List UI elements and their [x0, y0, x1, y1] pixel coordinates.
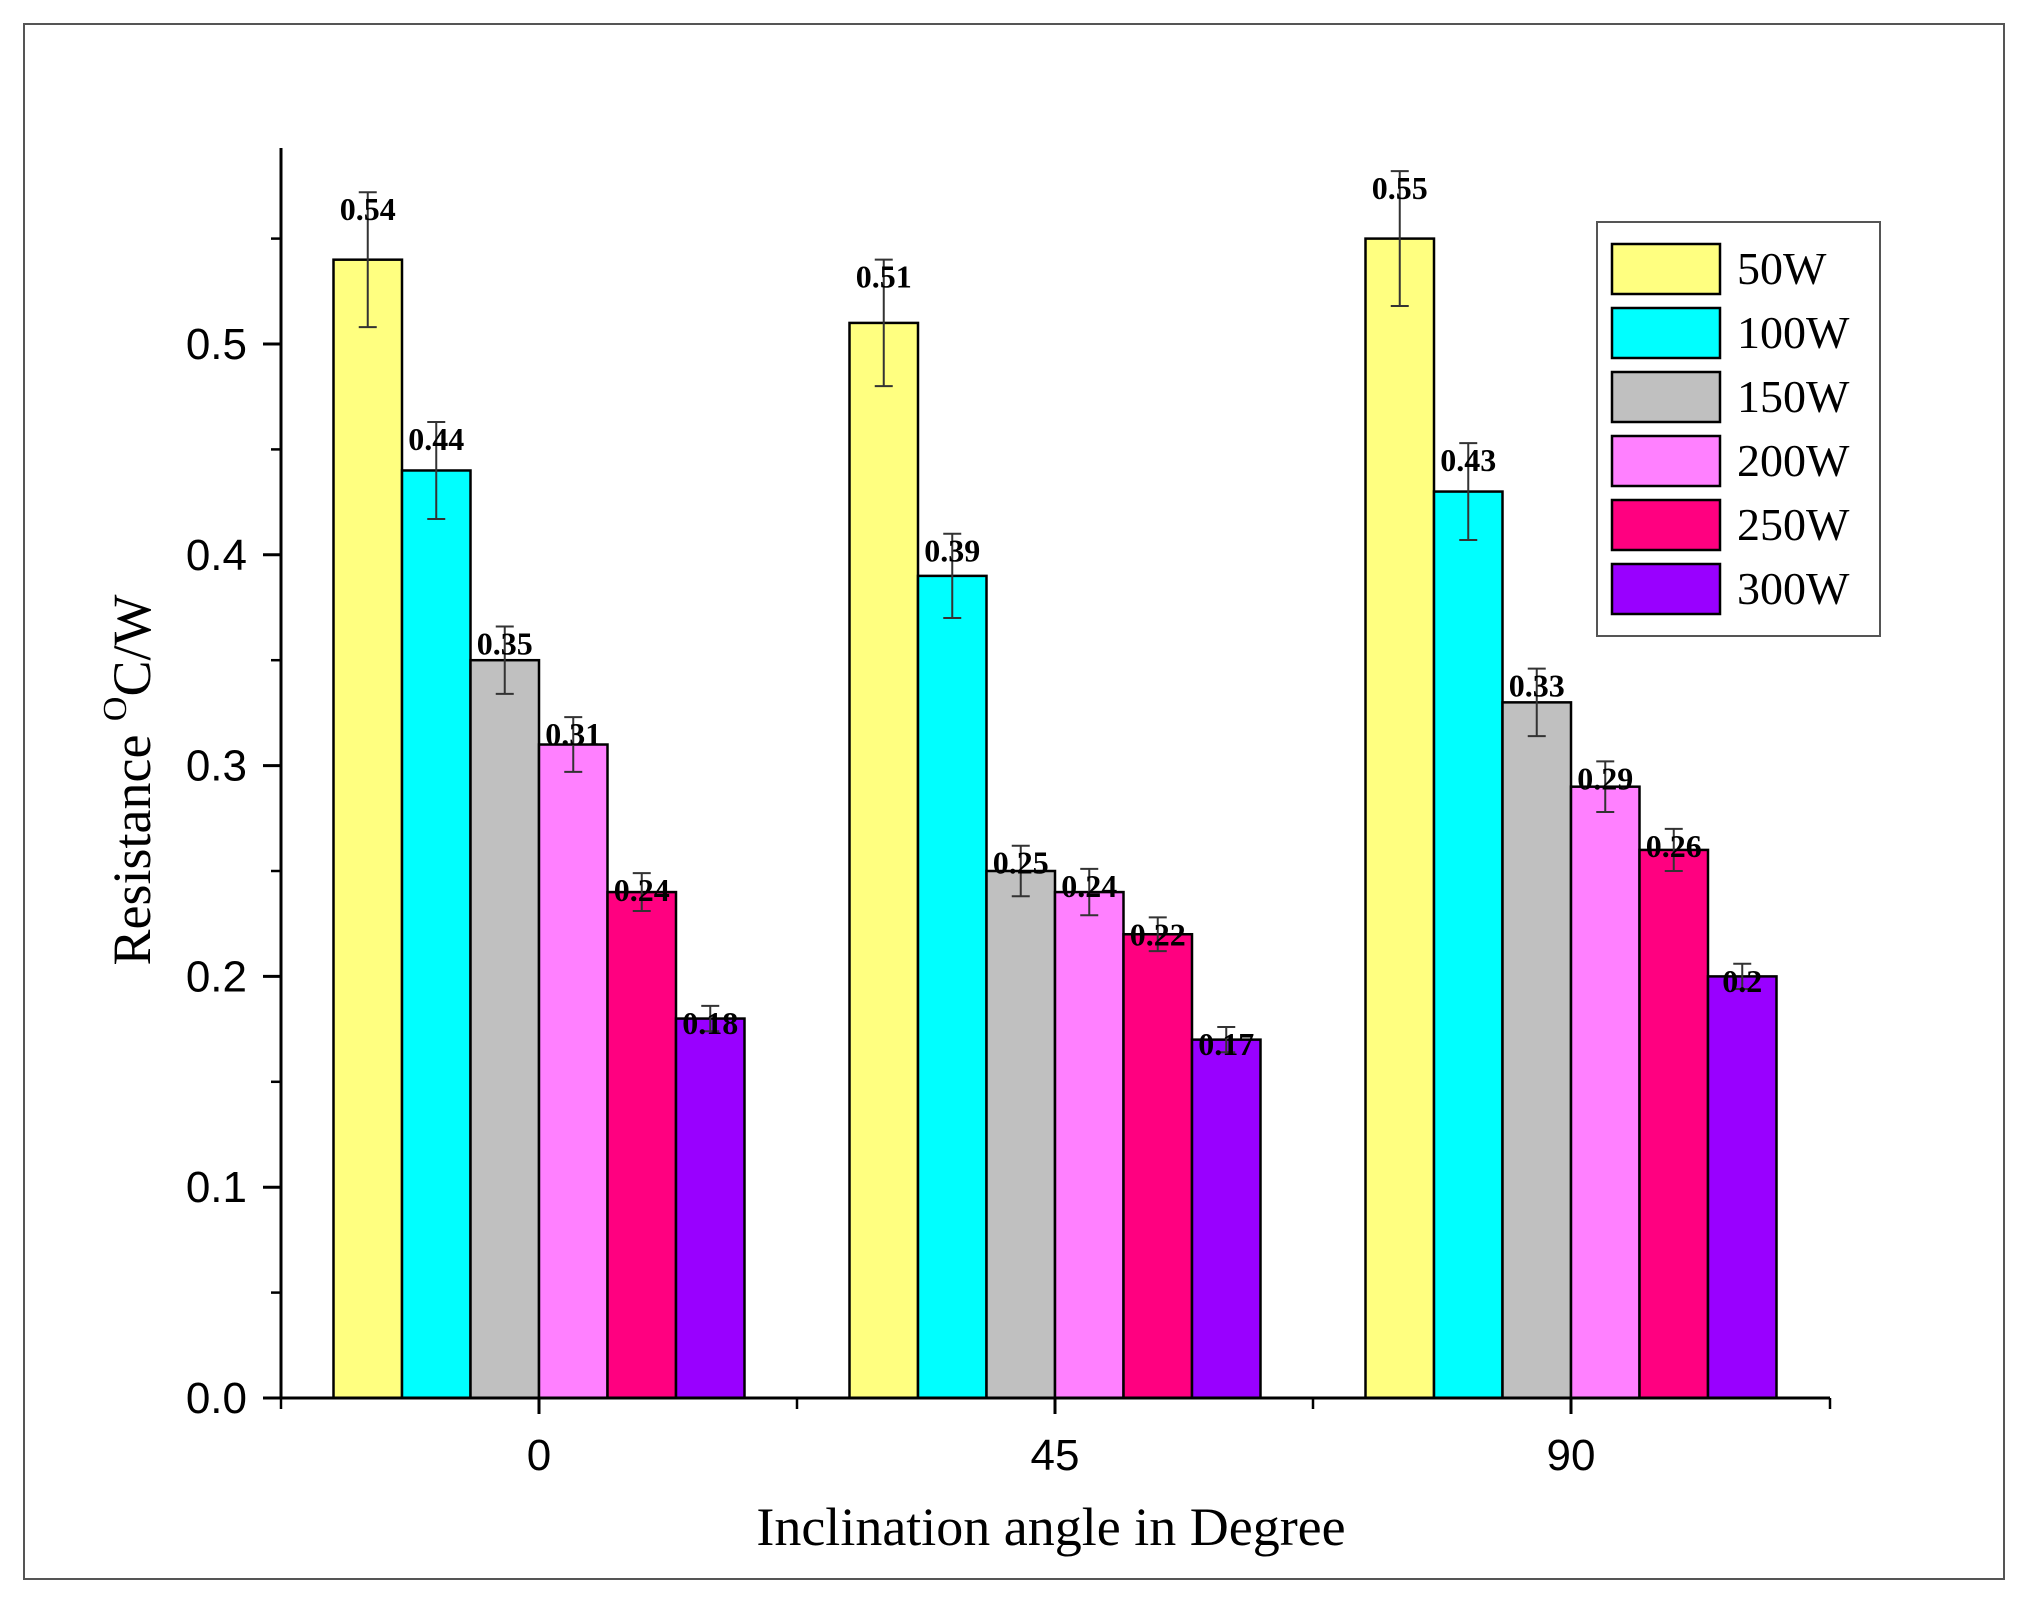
legend-label-200w: 200W: [1737, 435, 1850, 486]
bar-50w-0: [332, 258, 404, 1400]
data-label-50w-45: 0.51: [856, 259, 912, 295]
data-label-300w-45: 0.17: [1198, 1026, 1254, 1062]
data-label-200w-45: 0.24: [1061, 868, 1117, 904]
legend-label-100w: 100W: [1737, 307, 1850, 358]
bar-50w-45: [848, 321, 920, 1400]
legend-swatch-50w: [1610, 242, 1722, 296]
bar-150w-0: [469, 658, 541, 1400]
y-axis-title: Resistance OC/W: [97, 594, 162, 965]
x-axis-title: Inclination angle in Degree: [756, 1497, 1345, 1557]
y-axis-title-main: Resistance: [102, 721, 162, 965]
data-label-250w-90: 0.26: [1646, 828, 1702, 864]
data-label-150w-90: 0.33: [1509, 668, 1565, 704]
data-label-200w-90: 0.29: [1577, 760, 1633, 796]
x-tick-label-90: 90: [1547, 1431, 1596, 1480]
data-label-100w-0: 0.44: [408, 421, 464, 457]
bar-200w-90: [1569, 785, 1641, 1400]
data-label-150w-0: 0.35: [477, 625, 533, 661]
legend-label-50w: 50W: [1737, 243, 1827, 294]
data-label-250w-45: 0.22: [1130, 916, 1186, 952]
y-tick-label-0.5: 0.5: [186, 320, 247, 369]
legend-swatch-250w: [1610, 498, 1722, 552]
bar-100w-90: [1432, 490, 1504, 1400]
data-label-200w-0: 0.31: [545, 716, 601, 752]
legend-label-300w: 300W: [1737, 563, 1850, 614]
data-label-300w-90: 0.2: [1722, 963, 1762, 999]
legend-label-250w: 250W: [1737, 499, 1850, 550]
bar-150w-90: [1501, 701, 1573, 1400]
y-tick-label-0.3: 0.3: [186, 742, 247, 791]
y-axis-title-superscript: O: [97, 697, 134, 722]
legend-swatch-200w: [1610, 434, 1722, 488]
bar-300w-0: [674, 1017, 746, 1400]
bar-100w-45: [916, 574, 988, 1400]
legend-swatch-300w: [1610, 562, 1722, 616]
bar-300w-45: [1190, 1038, 1262, 1400]
y-axis-title-unit: C/W: [102, 594, 162, 696]
data-label-100w-90: 0.43: [1440, 442, 1496, 478]
data-label-50w-0: 0.54: [340, 191, 396, 227]
data-label-100w-45: 0.39: [924, 533, 980, 569]
x-tick-label-0: 0: [527, 1431, 551, 1480]
data-label-250w-0: 0.24: [614, 872, 670, 908]
bar-250w-0: [606, 890, 678, 1400]
bar-250w-45: [1122, 932, 1194, 1400]
data-label-150w-45: 0.25: [993, 845, 1049, 881]
bar-300w-90: [1706, 975, 1778, 1400]
legend-swatch-100w: [1610, 306, 1722, 360]
legend-swatch-150w: [1610, 370, 1722, 424]
y-tick-label-0.1: 0.1: [186, 1163, 247, 1212]
bar-200w-45: [1053, 890, 1125, 1400]
bar-250w-90: [1638, 848, 1710, 1400]
x-tick-label-45: 45: [1031, 1431, 1080, 1480]
legend-label-150w: 150W: [1737, 371, 1850, 422]
y-tick-label-0.4: 0.4: [186, 531, 247, 580]
y-tick-label-0.2: 0.2: [186, 952, 247, 1001]
bar-150w-45: [985, 869, 1057, 1400]
bar-200w-0: [537, 743, 609, 1400]
y-tick-label-0.0: 0.0: [186, 1374, 247, 1423]
data-label-300w-0: 0.18: [682, 1005, 738, 1041]
bar-100w-0: [400, 469, 472, 1400]
bar-50w-90: [1364, 237, 1436, 1400]
data-label-50w-90: 0.55: [1372, 170, 1428, 206]
